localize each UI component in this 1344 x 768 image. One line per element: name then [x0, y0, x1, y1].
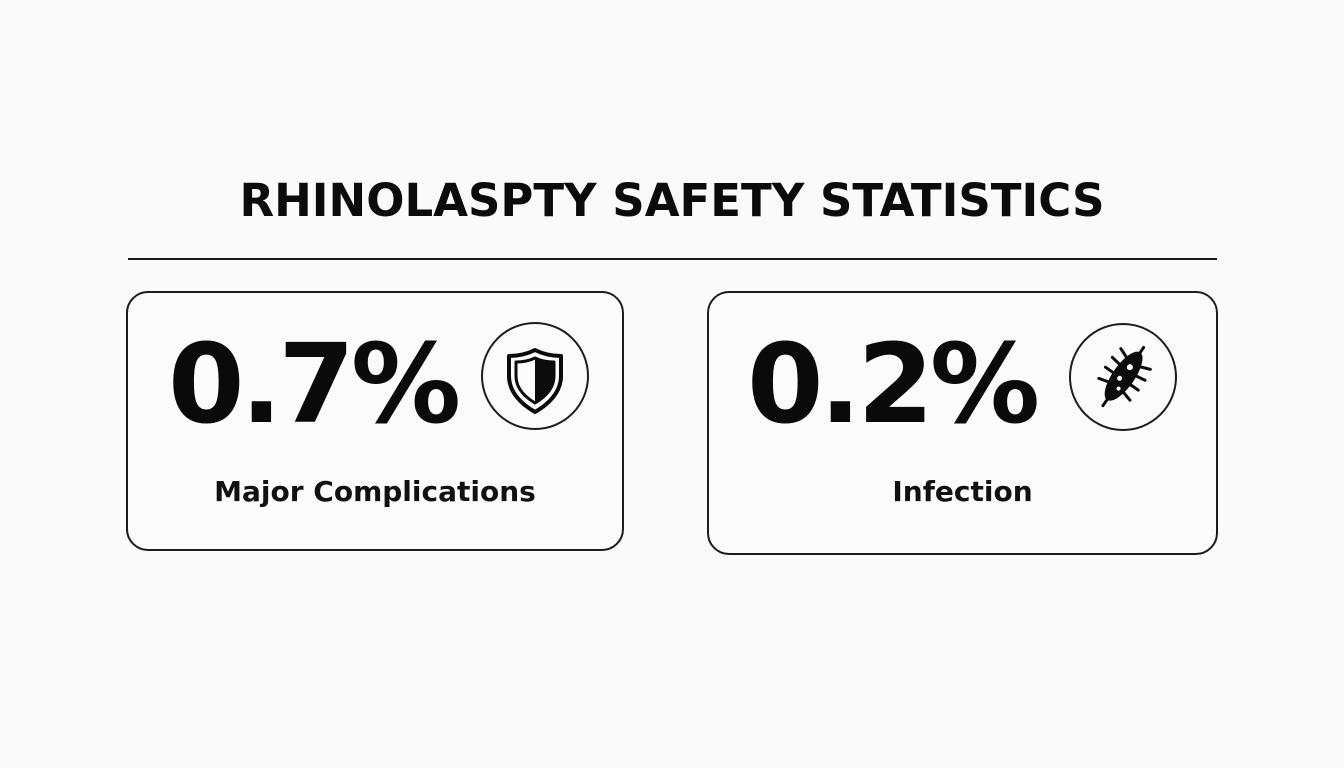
stat-value: 0.2% — [747, 320, 1040, 448]
bacteria-icon — [1069, 323, 1177, 431]
page-title: RHINOLASPTY SAFETY STATISTICS — [239, 174, 1105, 227]
stat-label: Infection — [892, 475, 1033, 508]
title-divider — [128, 258, 1217, 260]
shield-icon — [481, 322, 589, 430]
stat-label: Major Complications — [214, 475, 536, 508]
stat-card-major-complications: 0.7% Major Complications — [126, 291, 624, 551]
stat-card-infection: 0.2% Infection — [707, 291, 1218, 555]
stat-value: 0.7% — [168, 320, 461, 448]
